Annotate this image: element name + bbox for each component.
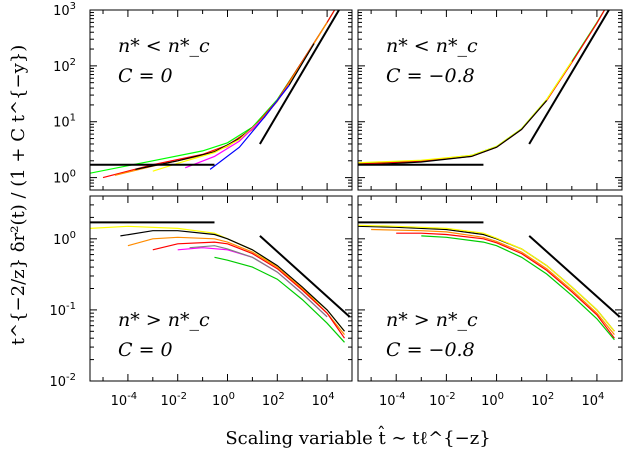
- x-tick-label: 10-4: [111, 391, 138, 409]
- reference-line: [259, 10, 340, 145]
- panel-label-density: n* > n*_c: [386, 309, 478, 331]
- series-line: [177, 247, 328, 318]
- y-tick-label: 10-2: [49, 372, 76, 390]
- panel-label-density: n* > n*_c: [118, 309, 210, 331]
- panel-label-c: C = 0: [118, 65, 173, 87]
- panel-bottom-right: 10-4 10-2 100 102 104 n* > n*_c C = −0.8: [357, 195, 623, 409]
- panel-bottom-left: 10-4 10-2 100 102 104 10-2 10-1 100 n* > n*_c C =…: [49, 195, 353, 409]
- panel-top-left: 100 101 102 103 n* < n*_c C = 0: [53, 1, 353, 191]
- y-tick-label: 100: [53, 230, 76, 248]
- panel-frame: [89, 195, 353, 382]
- x-tick-label: 100: [212, 391, 235, 409]
- series-line: [214, 256, 345, 343]
- series-line: [189, 245, 328, 318]
- x-tick-label: 10-2: [429, 391, 456, 409]
- series-line: [152, 241, 345, 339]
- panel-label-density: n* < n*_c: [118, 35, 210, 57]
- reference-line: [528, 10, 610, 145]
- panel-label-c: C = −0.8: [386, 339, 475, 361]
- y-tick-label: 102: [53, 57, 76, 75]
- series-group: [90, 10, 340, 179]
- series-line: [358, 10, 606, 165]
- x-tick-label: 104: [581, 391, 604, 409]
- x-tick-label: 10-2: [160, 391, 187, 409]
- series-line: [358, 224, 615, 332]
- series-group: [90, 221, 351, 343]
- panel-top-right: n* < n*_c C = −0.8: [357, 9, 623, 191]
- series-line: [396, 232, 615, 339]
- y-tick-label: 103: [53, 1, 76, 19]
- y-tick-label: 100: [53, 169, 76, 187]
- y-tick-label: 10-1: [49, 301, 76, 319]
- series-line: [371, 228, 615, 335]
- x-tick-label: 102: [531, 391, 554, 409]
- series-group: [358, 221, 621, 341]
- panels: 100 101 102 103 n* < n*_c C = 0 n* < n*_c C = −…: [49, 1, 623, 409]
- x-tick-label: 102: [262, 391, 285, 409]
- panel-label-c: C = −0.8: [386, 65, 475, 87]
- series-group: [358, 10, 610, 166]
- series-line: [120, 230, 345, 332]
- panel-frame: [357, 9, 623, 191]
- series-line: [421, 235, 615, 341]
- panel-frame: [89, 9, 353, 191]
- x-tick-label: 10-4: [379, 391, 406, 409]
- reference-line: [528, 235, 621, 318]
- reference-line: [259, 235, 351, 318]
- series-line: [371, 100, 548, 166]
- panel-frame: [357, 195, 623, 382]
- y-tick-label: 101: [53, 113, 76, 131]
- x-axis-title: Scaling variable t̂ ∼ tℓ^{−z}: [225, 424, 490, 449]
- x-tick-label: 100: [481, 391, 504, 409]
- panel-label-c: C = 0: [118, 339, 173, 361]
- x-tick-label: 104: [312, 391, 335, 409]
- panel-label-density: n* < n*_c: [386, 35, 478, 57]
- y-axis-title: t^{−2/z} δr²(t) / (1 + C t^{−y}): [8, 45, 29, 345]
- series-line: [209, 84, 290, 170]
